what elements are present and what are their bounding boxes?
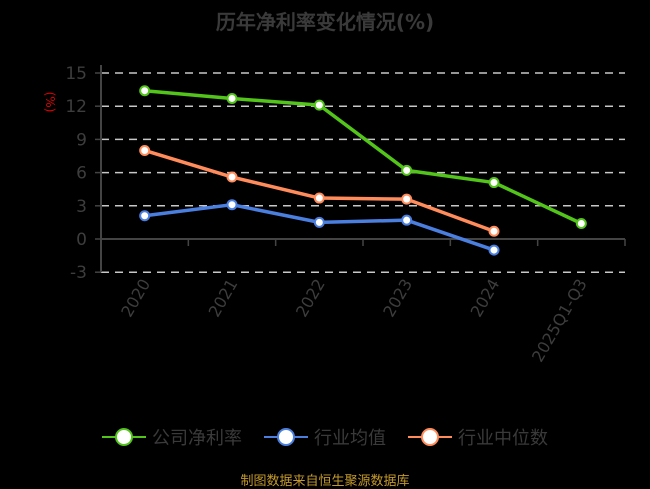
x-tick-label: 2025Q1-Q3 bbox=[528, 276, 591, 366]
data-point[interactable] bbox=[313, 192, 325, 204]
data-point[interactable] bbox=[401, 164, 413, 176]
legend-marker-icon bbox=[264, 427, 308, 447]
x-tick-label: 2021 bbox=[205, 276, 242, 321]
data-point[interactable] bbox=[401, 214, 413, 226]
legend-label: 公司净利率 bbox=[152, 428, 242, 449]
data-point[interactable] bbox=[226, 199, 238, 211]
legend-marker-icon bbox=[102, 427, 146, 447]
x-tick-label: 2024 bbox=[467, 276, 504, 321]
data-point[interactable] bbox=[401, 193, 413, 205]
x-tick-label: 2022 bbox=[292, 276, 329, 321]
data-point[interactable] bbox=[488, 177, 500, 189]
data-point[interactable] bbox=[139, 85, 151, 97]
chart-title: 历年净利率变化情况(%) bbox=[215, 10, 435, 34]
data-point[interactable] bbox=[313, 99, 325, 111]
data-point[interactable] bbox=[139, 210, 151, 222]
y-axis-unit-label: (%) bbox=[43, 92, 57, 113]
y-tick-label: 3 bbox=[76, 197, 87, 217]
data-point[interactable] bbox=[313, 216, 325, 228]
data-point[interactable] bbox=[226, 171, 238, 183]
data-point[interactable] bbox=[226, 92, 238, 104]
y-tick-label: 9 bbox=[76, 130, 87, 150]
legend-item-company[interactable]: 公司净利率 bbox=[102, 424, 242, 450]
data-point[interactable] bbox=[488, 225, 500, 237]
data-source-note: 制图数据来自恒生聚源数据库 bbox=[240, 474, 410, 489]
y-tick-label: 0 bbox=[76, 230, 87, 250]
x-tick-label: 2023 bbox=[379, 276, 416, 321]
line-chart-plot: -3 0 3 6 9 12 15 (%) 2020 2021 2022 2023 2024 2025Q1-… bbox=[43, 64, 626, 366]
chart-legend: 公司净利率 行业均值 行业中位数 bbox=[0, 424, 650, 450]
data-point[interactable] bbox=[139, 144, 151, 156]
legend-item-industry-median[interactable]: 行业中位数 bbox=[408, 424, 548, 450]
x-tick-label: 2020 bbox=[117, 276, 154, 321]
data-point[interactable] bbox=[575, 218, 587, 230]
series-line bbox=[144, 88, 583, 226]
y-tick-label: 6 bbox=[76, 164, 87, 184]
legend-label: 行业中位数 bbox=[458, 428, 548, 449]
y-tick-label: 12 bbox=[65, 97, 87, 117]
y-tick-label: 15 bbox=[65, 64, 87, 84]
data-point[interactable] bbox=[488, 244, 500, 256]
legend-item-industry-avg[interactable]: 行业均值 bbox=[264, 424, 386, 450]
legend-marker-icon bbox=[408, 427, 452, 447]
y-tick-label: -3 bbox=[70, 263, 87, 283]
legend-label: 行业均值 bbox=[314, 428, 386, 449]
